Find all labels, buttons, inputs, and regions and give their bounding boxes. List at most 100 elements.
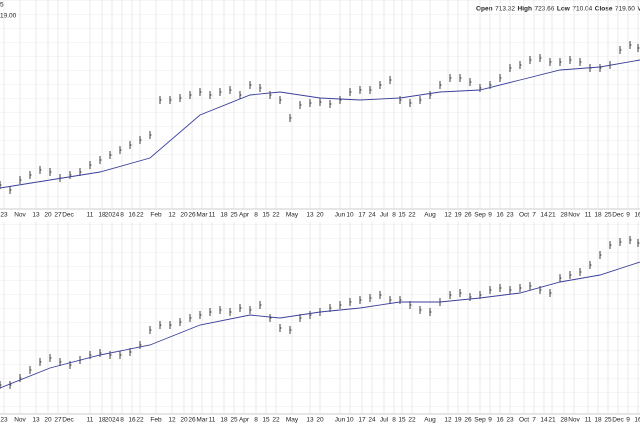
- x-tick-label: 25: [230, 212, 238, 219]
- price-bar: [279, 324, 282, 332]
- annotation: 5: [0, 2, 4, 9]
- x-tick-label: 21: [548, 417, 556, 424]
- price-bar: [379, 291, 382, 299]
- x-tick-label: 19: [454, 417, 462, 424]
- price-bar: [129, 141, 132, 149]
- x-tick-label: 16: [634, 417, 640, 424]
- x-tick-label: Aug: [424, 417, 436, 424]
- x-tick-label: 26: [464, 417, 472, 424]
- x-tick-label: Mar: [196, 212, 208, 219]
- price-bar: [609, 241, 612, 249]
- x-tick-label: 15: [262, 417, 270, 424]
- price-bar: [59, 358, 62, 366]
- price-bar: [399, 96, 402, 104]
- price-bar: [69, 171, 72, 179]
- x-tick-label: 11: [585, 212, 592, 219]
- price-bar: [19, 374, 22, 382]
- x-tick-label: 28: [560, 417, 568, 424]
- annotation: 19.00: [0, 13, 17, 20]
- price-bar: [19, 176, 22, 184]
- price-bar: [369, 86, 372, 94]
- x-tick-label: 15: [262, 212, 270, 219]
- x-tick-label: 16: [634, 212, 640, 219]
- price-bar: [29, 171, 32, 179]
- x-tick-label: Dec: [612, 212, 624, 219]
- x-tick-label: 23: [0, 212, 8, 219]
- price-bar: [329, 100, 332, 108]
- x-tick-label: 11: [87, 417, 94, 424]
- x-tick-label: 20: [44, 212, 52, 219]
- price-bar: [579, 58, 582, 66]
- price-bar: [559, 274, 562, 282]
- price-bar: [309, 311, 312, 319]
- x-tick-label: 20: [180, 417, 188, 424]
- price-bar: [209, 308, 212, 316]
- price-bar: [389, 296, 392, 304]
- price-bar: [9, 381, 12, 389]
- price-bar: [419, 96, 422, 104]
- x-tick-label: Oct: [519, 417, 529, 424]
- price-bar: [637, 44, 640, 52]
- x-tick-label: Nov: [14, 212, 26, 219]
- price-bar: [529, 56, 532, 64]
- price-bar: [0, 381, 2, 389]
- price-bar: [0, 181, 2, 189]
- price-bar: [519, 284, 522, 292]
- x-tick-label: 11: [209, 417, 216, 424]
- price-bar: [259, 84, 262, 92]
- x-tick-label: 13: [32, 417, 40, 424]
- price-bar: [289, 114, 292, 122]
- x-tick-label: 9: [488, 212, 492, 219]
- price-bar: [259, 301, 262, 309]
- x-tick-label: 7: [532, 212, 536, 219]
- x-tick-label: 27: [54, 212, 62, 219]
- price-bar: [459, 289, 462, 297]
- x-tick-label: 8: [120, 417, 124, 424]
- price-bar: [529, 282, 532, 290]
- price-bar: [349, 88, 352, 96]
- header-text: Close: [595, 6, 613, 13]
- x-tick-label: Jul: [380, 417, 389, 424]
- price-bar: [569, 271, 572, 279]
- x-tick-label: 21: [548, 212, 556, 219]
- price-bar: [599, 251, 602, 259]
- x-tick-label: 9: [626, 417, 630, 424]
- price-bar: [429, 308, 432, 316]
- price-bar: [69, 361, 72, 369]
- price-bar: [169, 96, 172, 104]
- x-tick-label: 13: [32, 212, 40, 219]
- x-tick-label: 24: [368, 417, 376, 424]
- x-tick-label: 11: [87, 212, 94, 219]
- x-tick-label: 7: [532, 417, 536, 424]
- price-bar: [109, 151, 112, 159]
- price-bar: [99, 156, 102, 164]
- price-bar: [199, 311, 202, 319]
- x-tick-label: 9: [626, 212, 630, 219]
- x-tick-label: 26: [188, 212, 196, 219]
- price-bar: [499, 74, 502, 82]
- price-bar: [109, 351, 112, 359]
- price-bar: [49, 168, 52, 176]
- x-tick-label: 18: [98, 212, 106, 219]
- price-bar: [549, 58, 552, 66]
- price-bar: [199, 88, 202, 96]
- x-tick-label: 22: [408, 417, 416, 424]
- price-bar: [119, 351, 122, 359]
- x-tick-label: 19: [454, 212, 462, 219]
- price-bar: [229, 86, 232, 94]
- price-bar: [359, 296, 362, 304]
- price-bar: [299, 101, 302, 109]
- x-tick-label: 8: [254, 212, 258, 219]
- x-tick-label: 25: [230, 417, 238, 424]
- price-bar: [449, 291, 452, 299]
- x-tick-label: Dec: [612, 417, 624, 424]
- x-tick-label: 13: [306, 417, 314, 424]
- price-bar: [319, 98, 322, 106]
- price-bar: [599, 64, 602, 72]
- price-bar: [379, 81, 382, 89]
- header-text: Open: [476, 6, 493, 13]
- x-tick-label: 2024: [105, 417, 120, 424]
- price-bar: [269, 314, 272, 322]
- x-tick-label: 8: [254, 417, 258, 424]
